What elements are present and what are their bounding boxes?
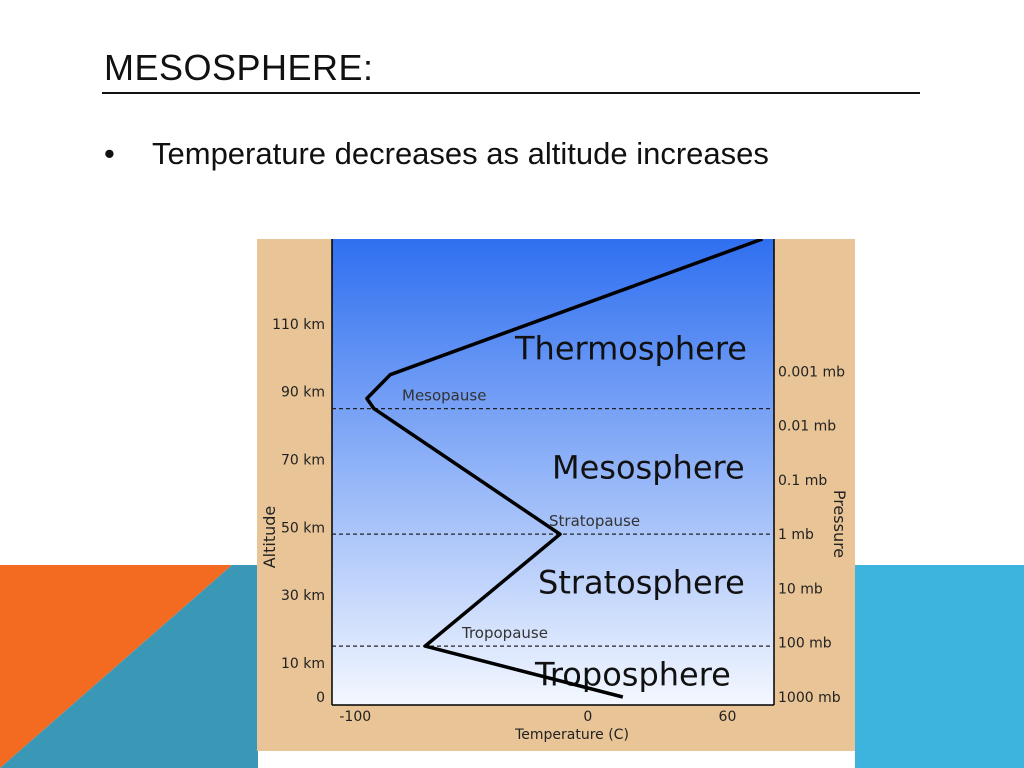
altitude-tick-label: 10 km — [281, 656, 325, 672]
pause-label-stratopause: Stratopause — [549, 512, 640, 530]
temperature-tick-label: 60 — [719, 709, 737, 725]
dark-blue-band — [0, 565, 258, 768]
altitude-tick-labels: 110 km 90 km 70 km 50 km 30 km 10 km 0 — [272, 317, 325, 706]
altitude-tick-label: 50 km — [281, 520, 325, 536]
pause-lines: Mesopause Stratopause Tropopause — [332, 387, 774, 647]
pressure-tick-label: 0.001 mb — [778, 364, 845, 380]
pressure-tick-label: 0.1 mb — [778, 473, 827, 489]
pressure-tick-label: 100 mb — [778, 636, 832, 652]
light-blue-block — [855, 565, 1024, 768]
altitude-axis-label: Altitude — [260, 506, 279, 569]
bullet-icon: • — [104, 136, 115, 171]
temperature-tick-label: -100 — [339, 709, 371, 725]
bullet-point: • Temperature decreases as altitude incr… — [104, 138, 769, 169]
layer-label-stratosphere: Stratosphere — [538, 564, 745, 602]
pause-label-mesopause: Mesopause — [402, 387, 486, 405]
temperature-tick-labels: -100 0 60 — [339, 709, 736, 725]
temperature-axis-label: Temperature (C) — [514, 727, 629, 743]
temperature-tick-label: 0 — [583, 709, 592, 725]
slide-title: MESOSPHERE: — [104, 47, 374, 88]
bullet-text: Temperature decreases as altitude increa… — [152, 136, 769, 171]
pause-label-tropopause: Tropopause — [461, 624, 548, 642]
pressure-tick-label: 1 mb — [778, 527, 814, 543]
atmosphere-temperature-diagram: Mesopause Stratopause Tropopause Thermosph… — [257, 239, 855, 751]
altitude-tick-label: 90 km — [281, 385, 325, 401]
altitude-tick-label: 0 — [316, 690, 325, 706]
altitude-tick-label: 110 km — [272, 317, 325, 333]
layer-label-mesosphere: Mesosphere — [552, 448, 745, 486]
layer-label-troposphere: Troposphere — [534, 655, 731, 693]
pressure-tick-label: 1000 mb — [778, 690, 841, 706]
pressure-axis-label: Pressure — [830, 490, 849, 558]
layer-labels: Thermosphere Mesosphere Stratosphere Tropos… — [514, 330, 747, 694]
altitude-tick-label: 70 km — [281, 453, 325, 469]
pressure-tick-labels: 0.001 mb 0.01 mb 0.1 mb 1 mb 10 mb 100 mb 1000… — [778, 364, 845, 706]
pressure-tick-label: 0.01 mb — [778, 419, 836, 435]
altitude-tick-label: 30 km — [281, 588, 325, 604]
layer-label-thermosphere: Thermosphere — [514, 330, 747, 368]
temperature-profile-line — [365, 239, 763, 699]
pressure-tick-label: 10 mb — [778, 581, 823, 597]
title-divider — [102, 92, 920, 94]
